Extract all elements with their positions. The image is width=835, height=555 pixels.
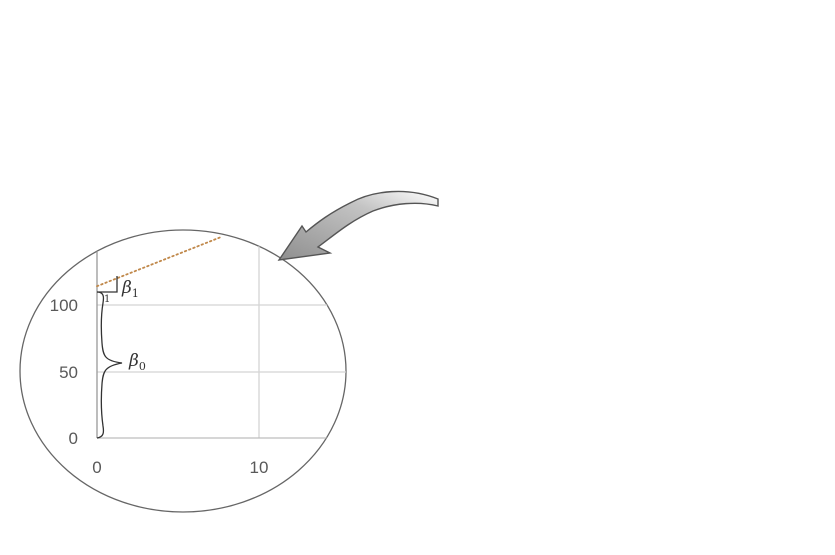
beta0-subscript: 0	[139, 360, 146, 373]
y-tick-label-0: 0	[69, 429, 78, 448]
x-tick-label-0: 0	[92, 458, 101, 477]
lens-outline	[19, 229, 347, 513]
beta1-symbol: β	[121, 278, 132, 298]
beta0-symbol: β	[128, 351, 139, 371]
magnifier-lens: 1 β1 β0 100 50 0 0 10	[19, 229, 347, 513]
beta1-subscript: 1	[132, 287, 139, 300]
x-tick-label-10: 10	[250, 458, 269, 477]
beta1-label: β1	[121, 278, 139, 300]
y-tick-label-50: 50	[59, 363, 78, 382]
y-tick-label-100: 100	[50, 296, 78, 315]
intercept-brace	[96, 291, 123, 439]
slope-run-label: 1	[104, 294, 110, 305]
beta0-label: β0	[128, 351, 146, 373]
curved-arrow-icon	[277, 190, 439, 261]
slope-triangle	[97, 276, 118, 293]
